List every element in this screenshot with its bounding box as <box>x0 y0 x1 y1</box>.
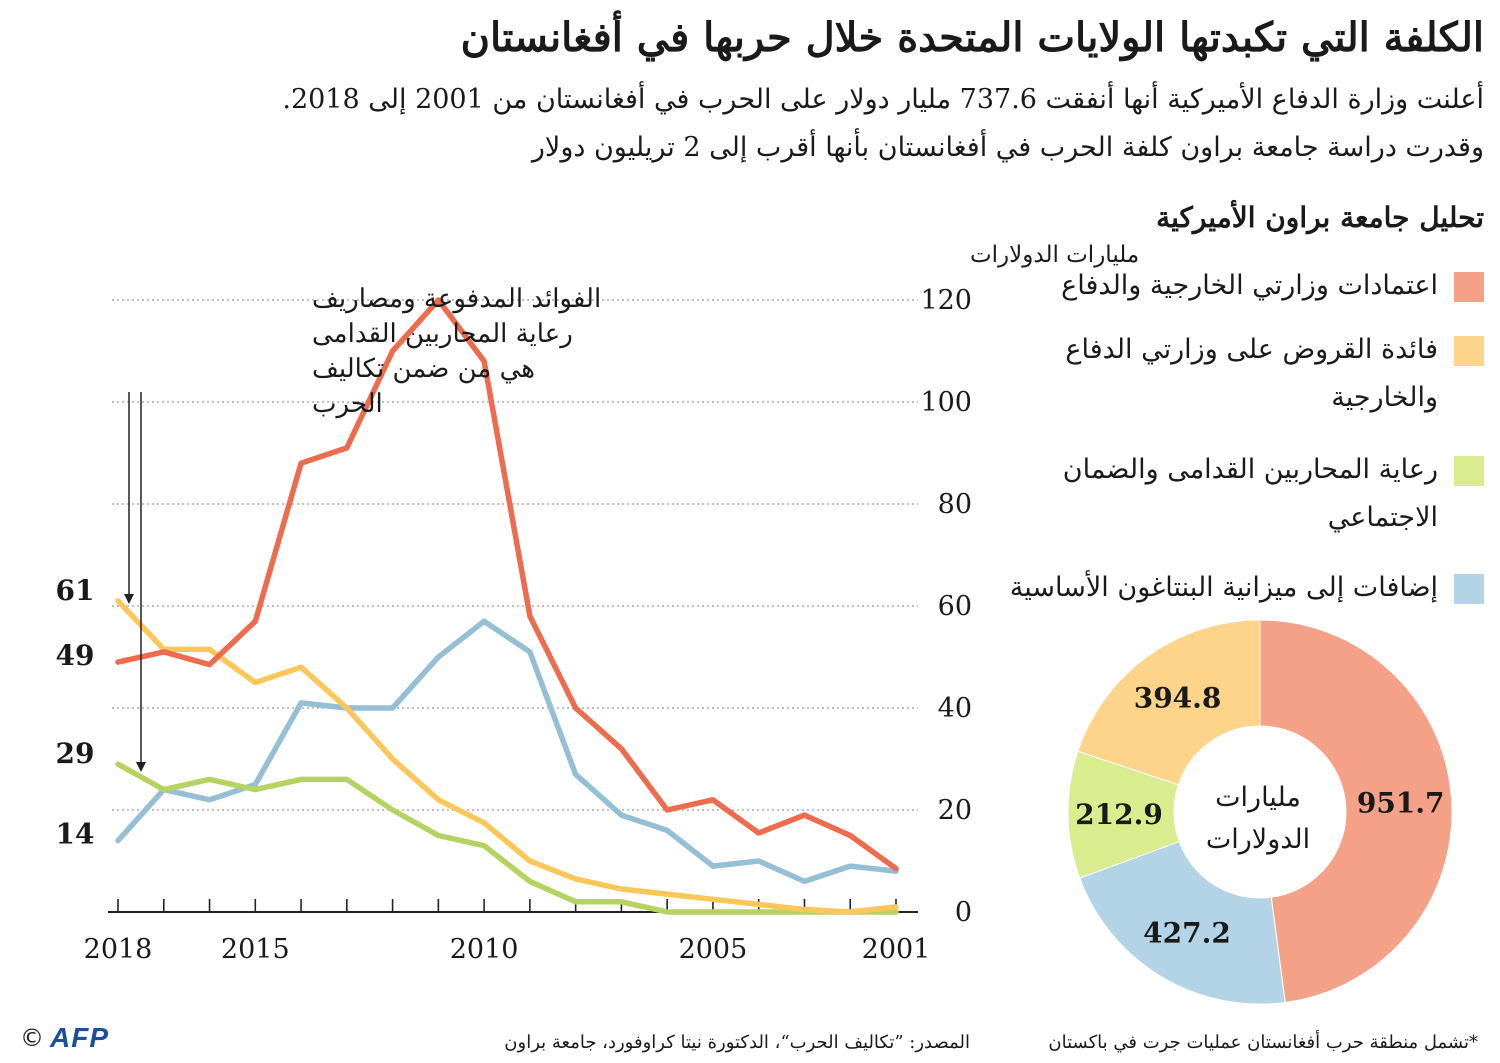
footnote: *تشمل منطقة حرب أفغانستان عمليات جرت في … <box>1048 1032 1478 1053</box>
subtitle-line-1: أعلنت وزارة الدفاع الأميركية أنها أنفقت … <box>282 84 1484 115</box>
y-axis-label: مليارات الدولارات <box>970 242 1139 268</box>
legend-swatch <box>1454 272 1484 302</box>
chart-annotation: الفوائد المدفوعة ومصاريف رعاية المحاربين … <box>124 284 601 772</box>
annotation-arrow-interest-head <box>124 594 134 604</box>
legend-item-appropriations: اعتمادات وزارتي الخارجية والدفاع <box>924 262 1484 310</box>
end-value-label: 61 <box>56 574 95 607</box>
end-value-label: 49 <box>56 639 95 672</box>
chart-gridlines: 0 20 40 60 80 100 120 <box>112 285 972 928</box>
annotation-arrow-veterans-head <box>136 762 146 772</box>
afp-logo: © AFP <box>20 1022 109 1054</box>
legend-swatch <box>1454 336 1484 366</box>
legend-label: فائدة القروض على وزارتي الدفاع والخارجية <box>1065 334 1438 413</box>
analysis-title: تحليل جامعة براون الأميركية <box>1156 201 1484 234</box>
series-line-appropriations <box>115 297 899 872</box>
y-tick-label: 80 <box>938 489 972 520</box>
legend-label: رعاية المحاربين القدامى والضمان الاجتماع… <box>1062 454 1438 533</box>
y-tick-label: 20 <box>938 795 972 826</box>
donut-slice-pentagon <box>1079 840 1286 1005</box>
donut-slice-label: 951.7 <box>1357 787 1445 820</box>
afp-logo-text: AFP <box>50 1022 109 1053</box>
legend: اعتمادات وزارتي الخارجية والدفاع فائدة ا… <box>924 262 1484 622</box>
chart-series <box>115 297 899 915</box>
y-tick-label: 120 <box>920 285 972 316</box>
donut-slice-label: 394.8 <box>1134 682 1222 715</box>
page-title: الكلفة التي تكبدتها الولايات المتحدة خلا… <box>460 14 1484 61</box>
x-tick-label: 2010 <box>450 934 519 965</box>
donut-slice-veterans <box>1067 750 1180 879</box>
legend-item-veterans: رعاية المحاربين القدامى والضمان الاجتماع… <box>924 446 1484 542</box>
donut-slice-label: 212.9 <box>1075 798 1163 831</box>
legend-swatch <box>1454 574 1484 604</box>
line-chart: 0 20 40 60 80 100 120 2001 2005 2010 2015 2018 ملي… <box>56 242 1140 965</box>
legend-label: إضافات إلى ميزانية البنتاغون الأساسية <box>1009 572 1438 603</box>
annotation-text: الفوائد المدفوعة ومصاريف رعاية المحاربين … <box>312 284 601 419</box>
legend-swatch <box>1454 456 1484 486</box>
x-tick-label: 2018 <box>84 934 153 965</box>
donut-slice-appropriations <box>1259 619 1453 1003</box>
x-tick-label: 2015 <box>221 934 290 965</box>
chart-axis: 2001 2005 2010 2015 2018 <box>84 899 931 965</box>
y-tick-label: 40 <box>938 693 972 724</box>
end-value-label: 29 <box>56 737 95 770</box>
copyright-icon: © <box>20 1024 44 1052</box>
x-tick-label: 2005 <box>679 934 748 965</box>
x-tick-label: 2001 <box>862 934 931 965</box>
donut-center-text: الدولارات <box>1206 824 1310 855</box>
donut-center-text: مليارات <box>1215 782 1301 813</box>
donut-slice-label: 427.2 <box>1143 917 1231 950</box>
y-tick-label: 100 <box>920 387 972 418</box>
series-line-interest <box>115 598 899 915</box>
series-end-labels: 61 49 29 14 <box>56 574 95 851</box>
y-tick-label: 60 <box>938 591 972 622</box>
legend-item-interest: فائدة القروض على وزارتي الدفاع والخارجية <box>924 326 1484 422</box>
donut-center-label: مليارات الدولارات <box>1206 782 1310 855</box>
end-value-label: 14 <box>56 818 95 851</box>
source-note: المصدر: ”تكاليف الحرب“، الدكتورة نيتا كر… <box>504 1032 970 1053</box>
legend-item-pentagon: إضافات إلى ميزانية البنتاغون الأساسية <box>924 564 1484 612</box>
y-tick-label: 0 <box>955 897 972 928</box>
donut-slice-interest <box>1077 619 1261 786</box>
series-line-veterans <box>115 761 899 915</box>
donut-slices <box>1067 619 1453 1005</box>
donut-labels: 951.7 427.2 212.9 394.8 <box>1075 682 1444 950</box>
legend-label: اعتمادات وزارتي الخارجية والدفاع <box>1061 270 1438 301</box>
subtitle-line-2: وقدرت دراسة جامعة براون كلفة الحرب في أف… <box>531 132 1484 163</box>
